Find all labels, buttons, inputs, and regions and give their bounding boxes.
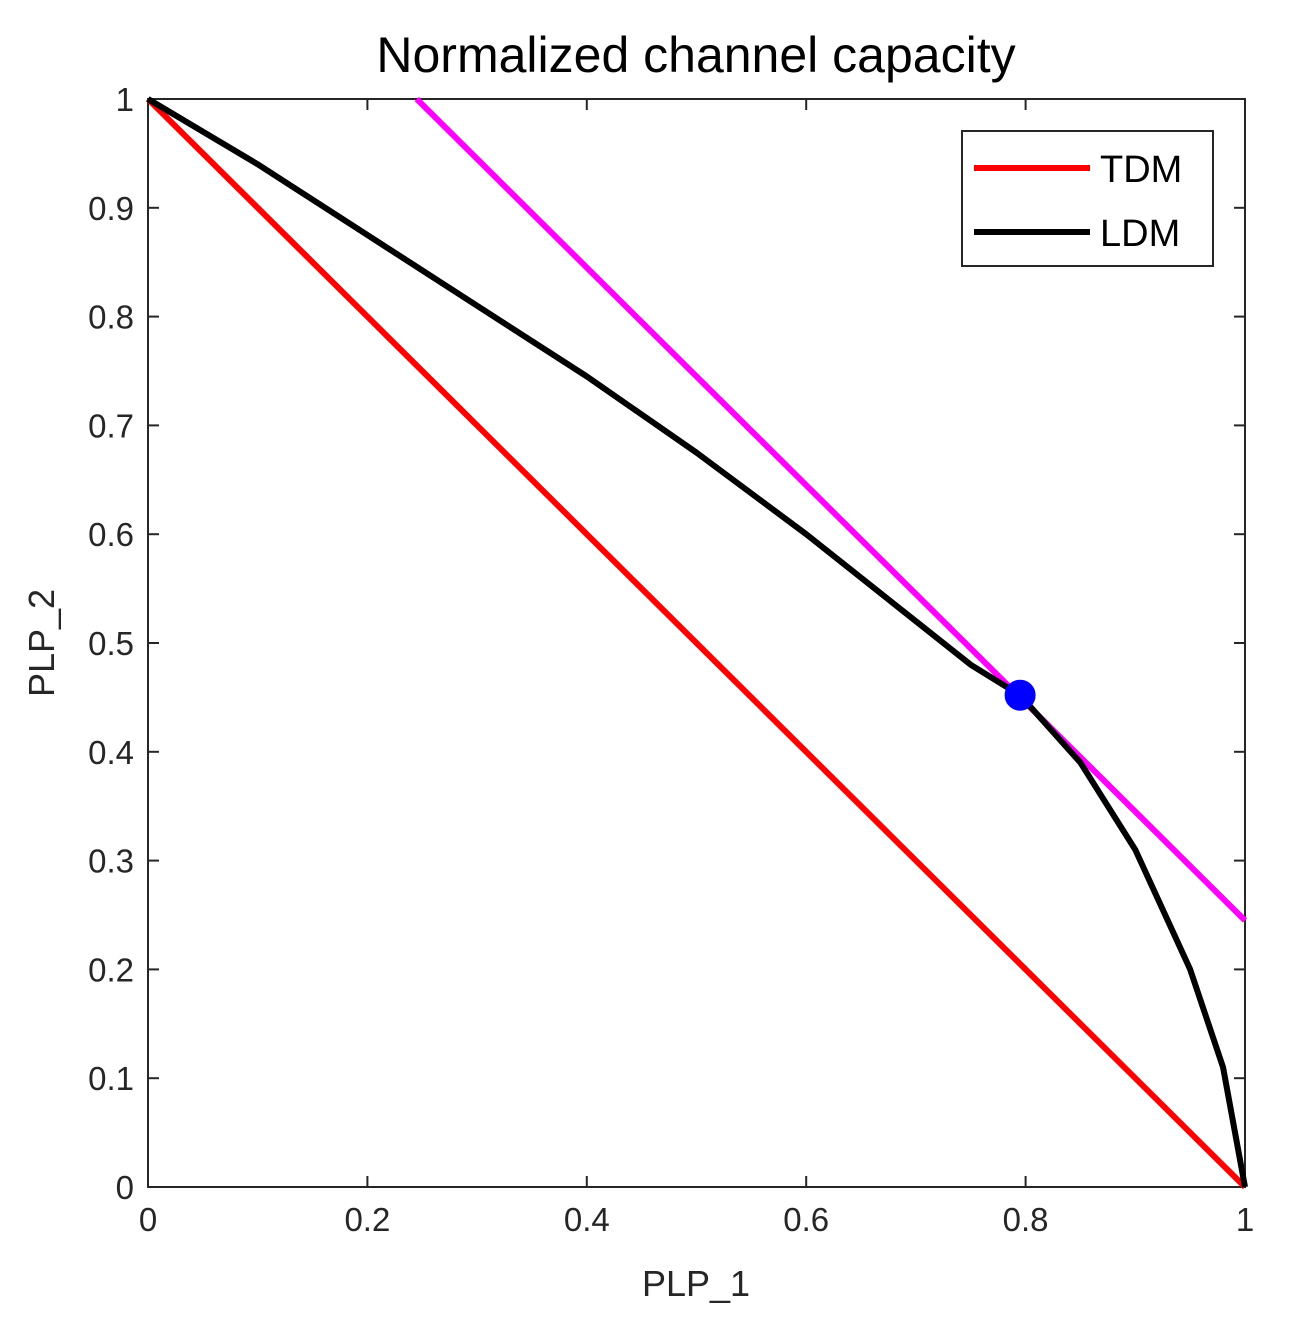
axis-ticks: 0 0.2 0.4 0.6 0.8 1 0 0.1 0.2 0.3 0.4 0.5 0.6 0.7 0.8 0… (88, 81, 1254, 1238)
y-tick-label: 0.5 (88, 625, 134, 662)
tangent-point-marker (1004, 679, 1036, 711)
y-tick-label: 0.3 (88, 843, 134, 880)
y-tick-label: 0.7 (88, 407, 134, 444)
x-tick-label: 0 (139, 1201, 157, 1238)
y-tick-label: 0.6 (88, 516, 134, 553)
legend-label-tdm: TDM (1100, 149, 1182, 191)
y-tick-label: 0 (116, 1169, 134, 1206)
y-tick-label: 1 (116, 81, 134, 118)
data-points (1004, 679, 1036, 711)
x-tick-label: 0.4 (564, 1201, 610, 1238)
y-axis-label: PLP_2 (21, 589, 62, 697)
series-line-tdm (145, 96, 1248, 1190)
data-series (145, 96, 1248, 1190)
y-tick-label: 0.9 (88, 190, 134, 227)
legend-box (961, 130, 1214, 267)
series-line-ldm (146, 96, 1248, 1188)
x-axis-label: PLP_1 (642, 1263, 750, 1304)
legend-label-ldm: LDM (1100, 213, 1180, 255)
y-tick-label: 0.4 (88, 734, 134, 771)
legend: TDM LDM (961, 130, 1214, 267)
x-tick-label: 1 (1236, 1201, 1254, 1238)
x-tick-label: 0.2 (344, 1201, 390, 1238)
x-tick-label: 0.6 (783, 1201, 829, 1238)
y-tick-label: 0.1 (88, 1060, 134, 1097)
y-tick-label: 0.8 (88, 299, 134, 336)
y-tick-label: 0.2 (88, 951, 134, 988)
series-line-tangent-line (414, 96, 1248, 923)
x-tick-label: 0.8 (1003, 1201, 1049, 1238)
chart-title: Normalized channel capacity (376, 27, 1015, 83)
